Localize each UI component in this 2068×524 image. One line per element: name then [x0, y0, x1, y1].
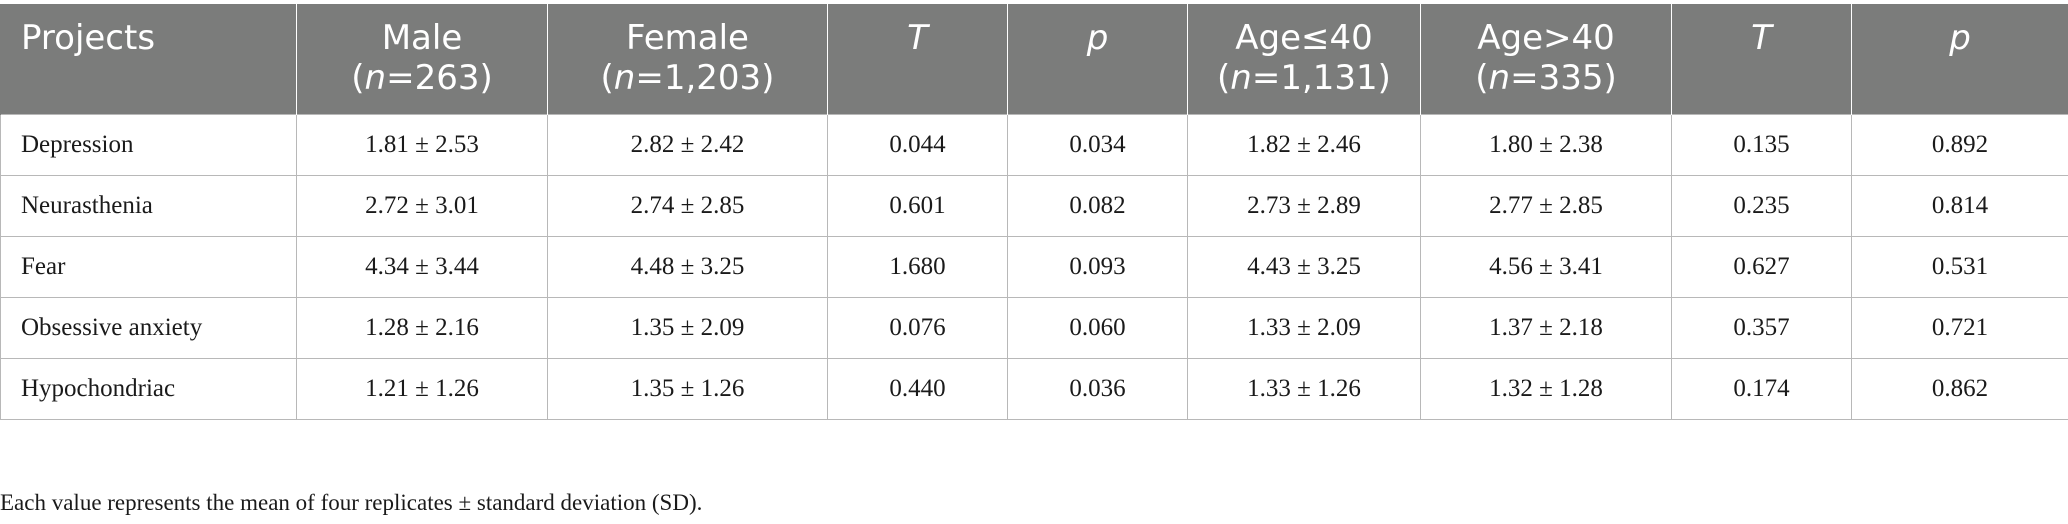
header-age-le40-n-label: n	[1230, 58, 1252, 98]
header-t-age: T	[1671, 4, 1852, 114]
header-age-gt40-label: Age>40	[1477, 18, 1615, 58]
header-age-gt40-n-label: n	[1488, 58, 1511, 98]
header-age-le40-n-value: =1,131)	[1251, 58, 1391, 98]
cell-male: 1.21 ± 1.26	[296, 357, 548, 420]
cell-age-gt40: 4.56 ± 3.41	[1420, 235, 1672, 298]
cell-t-age: 0.174	[1671, 357, 1852, 420]
cell-p-age: 0.892	[1851, 113, 2068, 176]
header-t-sex-label: T	[907, 18, 928, 58]
cell-p-sex: 0.036	[1007, 357, 1188, 420]
table-row: Obsessive anxiety 1.28 ± 2.16 1.35 ± 2.0…	[0, 296, 2068, 359]
cell-p-age: 0.531	[1851, 235, 2068, 298]
header-age-gt40-open-paren: (	[1475, 58, 1489, 98]
cell-p-sex: 0.034	[1007, 113, 1188, 176]
cell-t-sex: 0.076	[827, 296, 1008, 359]
cell-t-sex: 0.440	[827, 357, 1008, 420]
cell-age-gt40: 1.80 ± 2.38	[1420, 113, 1672, 176]
table-row: Hypochondriac 1.21 ± 1.26 1.35 ± 1.26 0.…	[0, 357, 2068, 420]
table-body: Depression 1.81 ± 2.53 2.82 ± 2.42 0.044…	[0, 113, 2068, 420]
cell-project: Depression	[0, 113, 297, 176]
cell-female: 2.74 ± 2.85	[547, 174, 828, 237]
table-row: Neurasthenia 2.72 ± 3.01 2.74 ± 2.85 0.6…	[0, 174, 2068, 237]
cell-age-gt40: 1.32 ± 1.28	[1420, 357, 1672, 420]
cell-project: Fear	[0, 235, 297, 298]
header-female-n-label: n	[613, 58, 636, 98]
cell-male: 2.72 ± 3.01	[296, 174, 548, 237]
results-table: Projects Male (n=263) Female (n=1,203) T…	[0, 4, 2068, 420]
header-p-age: p	[1851, 4, 2068, 114]
cell-project: Obsessive anxiety	[0, 296, 297, 359]
cell-p-sex: 0.082	[1007, 174, 1188, 237]
header-male-label: Male	[381, 18, 463, 58]
cell-project: Neurasthenia	[0, 174, 297, 237]
header-male: Male (n=263)	[296, 4, 548, 114]
table-container: Projects Male (n=263) Female (n=1,203) T…	[0, 4, 2068, 420]
cell-age-le40: 1.33 ± 1.26	[1187, 357, 1421, 420]
cell-age-le40: 1.33 ± 2.09	[1187, 296, 1421, 359]
header-male-n-value: =263)	[386, 58, 493, 98]
cell-t-age: 0.627	[1671, 235, 1852, 298]
header-age-le40-open-paren: (	[1217, 58, 1231, 98]
header-t-age-label: T	[1751, 18, 1772, 58]
cell-age-gt40: 2.77 ± 2.85	[1420, 174, 1672, 237]
cell-age-le40: 1.82 ± 2.46	[1187, 113, 1421, 176]
header-female-label: Female	[626, 18, 749, 58]
cell-age-le40: 2.73 ± 2.89	[1187, 174, 1421, 237]
cell-t-sex: 0.044	[827, 113, 1008, 176]
header-male-open-paren: (	[351, 58, 365, 98]
header-age-le40-n: (n=1,131)	[1196, 58, 1412, 98]
cell-female: 1.35 ± 2.09	[547, 296, 828, 359]
cell-p-sex: 0.060	[1007, 296, 1188, 359]
cell-p-age: 0.862	[1851, 357, 2068, 420]
header-row: Projects Male (n=263) Female (n=1,203) T…	[0, 4, 2068, 114]
header-female-n-value: =1,203)	[635, 58, 775, 98]
cell-t-age: 0.235	[1671, 174, 1852, 237]
header-female-n: (n=1,203)	[556, 58, 819, 98]
table-row: Depression 1.81 ± 2.53 2.82 ± 2.42 0.044…	[0, 113, 2068, 176]
header-p-sex: p	[1007, 4, 1188, 114]
cell-age-le40: 4.43 ± 3.25	[1187, 235, 1421, 298]
cell-t-age: 0.357	[1671, 296, 1852, 359]
header-projects-label: Projects	[21, 18, 156, 58]
header-p-sex-label: p	[1086, 18, 1109, 58]
cell-female: 1.35 ± 1.26	[547, 357, 828, 420]
header-female-open-paren: (	[600, 58, 614, 98]
cell-project: Hypochondriac	[0, 357, 297, 420]
cell-t-age: 0.135	[1671, 113, 1852, 176]
cell-female: 4.48 ± 3.25	[547, 235, 828, 298]
cell-age-gt40: 1.37 ± 2.18	[1420, 296, 1672, 359]
header-age-gt40: Age>40 (n=335)	[1420, 4, 1672, 114]
header-projects: Projects	[0, 4, 297, 114]
table-footnote: Each value represents the mean of four r…	[0, 490, 703, 515]
header-male-n-label: n	[364, 58, 387, 98]
cell-male: 4.34 ± 3.44	[296, 235, 548, 298]
table-header: Projects Male (n=263) Female (n=1,203) T…	[0, 4, 2068, 114]
cell-t-sex: 1.680	[827, 235, 1008, 298]
header-age-gt40-n: (n=335)	[1429, 58, 1663, 98]
header-age-le40: Age≤40 (n=1,131)	[1187, 4, 1421, 114]
header-p-age-label: p	[1949, 18, 1971, 58]
cell-male: 1.28 ± 2.16	[296, 296, 548, 359]
cell-p-age: 0.814	[1851, 174, 2068, 237]
header-age-le40-label: Age≤40	[1235, 18, 1373, 58]
header-male-n: (n=263)	[305, 58, 539, 98]
table-row: Fear 4.34 ± 3.44 4.48 ± 3.25 1.680 0.093…	[0, 235, 2068, 298]
cell-female: 2.82 ± 2.42	[547, 113, 828, 176]
cell-p-age: 0.721	[1851, 296, 2068, 359]
cell-p-sex: 0.093	[1007, 235, 1188, 298]
cell-male: 1.81 ± 2.53	[296, 113, 548, 176]
cell-t-sex: 0.601	[827, 174, 1008, 237]
header-t-sex: T	[827, 4, 1008, 114]
header-female: Female (n=1,203)	[547, 4, 828, 114]
header-age-gt40-n-value: =335)	[1510, 58, 1617, 98]
